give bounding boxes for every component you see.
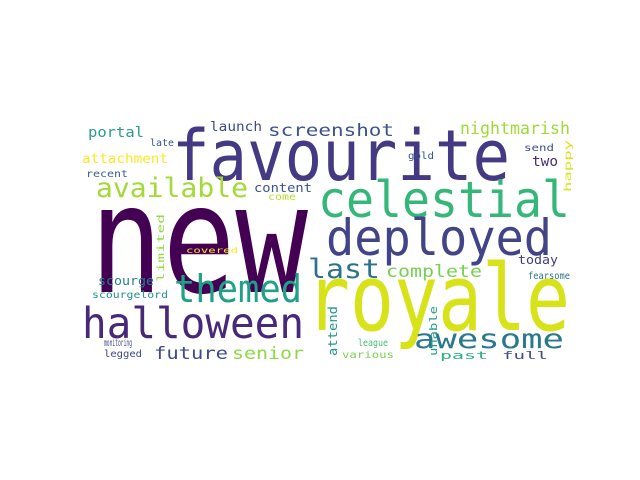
word-deployed: deployed <box>326 209 552 267</box>
word-gold: gold <box>408 151 434 162</box>
word-available: available <box>96 173 248 204</box>
word-nightmarish: nightmarish <box>460 119 570 139</box>
word-celestial: celestial <box>318 171 570 229</box>
word-favourite: favourite <box>172 115 510 197</box>
word-scourgelord: covered <box>186 246 238 255</box>
word-send: send <box>524 143 554 154</box>
word-themed: themed <box>174 267 302 311</box>
word-monitoring: scourgelord <box>92 290 168 301</box>
word-recent: recent <box>86 169 128 180</box>
word-various: unable <box>427 306 440 356</box>
word-full: monitoring <box>104 338 132 349</box>
word-unable: full <box>502 349 548 362</box>
word-scourge: scourge <box>98 274 154 288</box>
word-attachment: attachment <box>82 152 168 167</box>
word-league: fearsome <box>528 271 570 282</box>
word-limited: various <box>342 350 394 361</box>
word-launch: launch <box>210 120 262 135</box>
word-screenshot: screenshot <box>268 121 394 141</box>
word-new: new <box>90 154 309 328</box>
word-portal: portal <box>88 125 144 141</box>
word-two: two <box>532 154 558 170</box>
word-senior: senior <box>232 344 304 364</box>
word-complete: complete <box>386 262 482 282</box>
word-today: today <box>518 253 558 267</box>
word-awesome: awesome <box>414 324 564 355</box>
word-happy: legged <box>104 349 142 360</box>
word-attend: past <box>440 349 488 362</box>
word-halloween: halloween <box>82 299 304 349</box>
word-past: league <box>358 338 388 349</box>
word-content: content <box>254 181 312 195</box>
word-come: come <box>268 192 296 203</box>
word-legged: attend <box>326 306 340 356</box>
word-fearsome: limited <box>156 214 167 282</box>
word-royale: royale <box>306 245 570 352</box>
word-late: late <box>150 138 174 149</box>
word-covered: happy <box>563 140 574 192</box>
word-last: last <box>308 254 380 285</box>
word-future: future <box>154 344 228 364</box>
